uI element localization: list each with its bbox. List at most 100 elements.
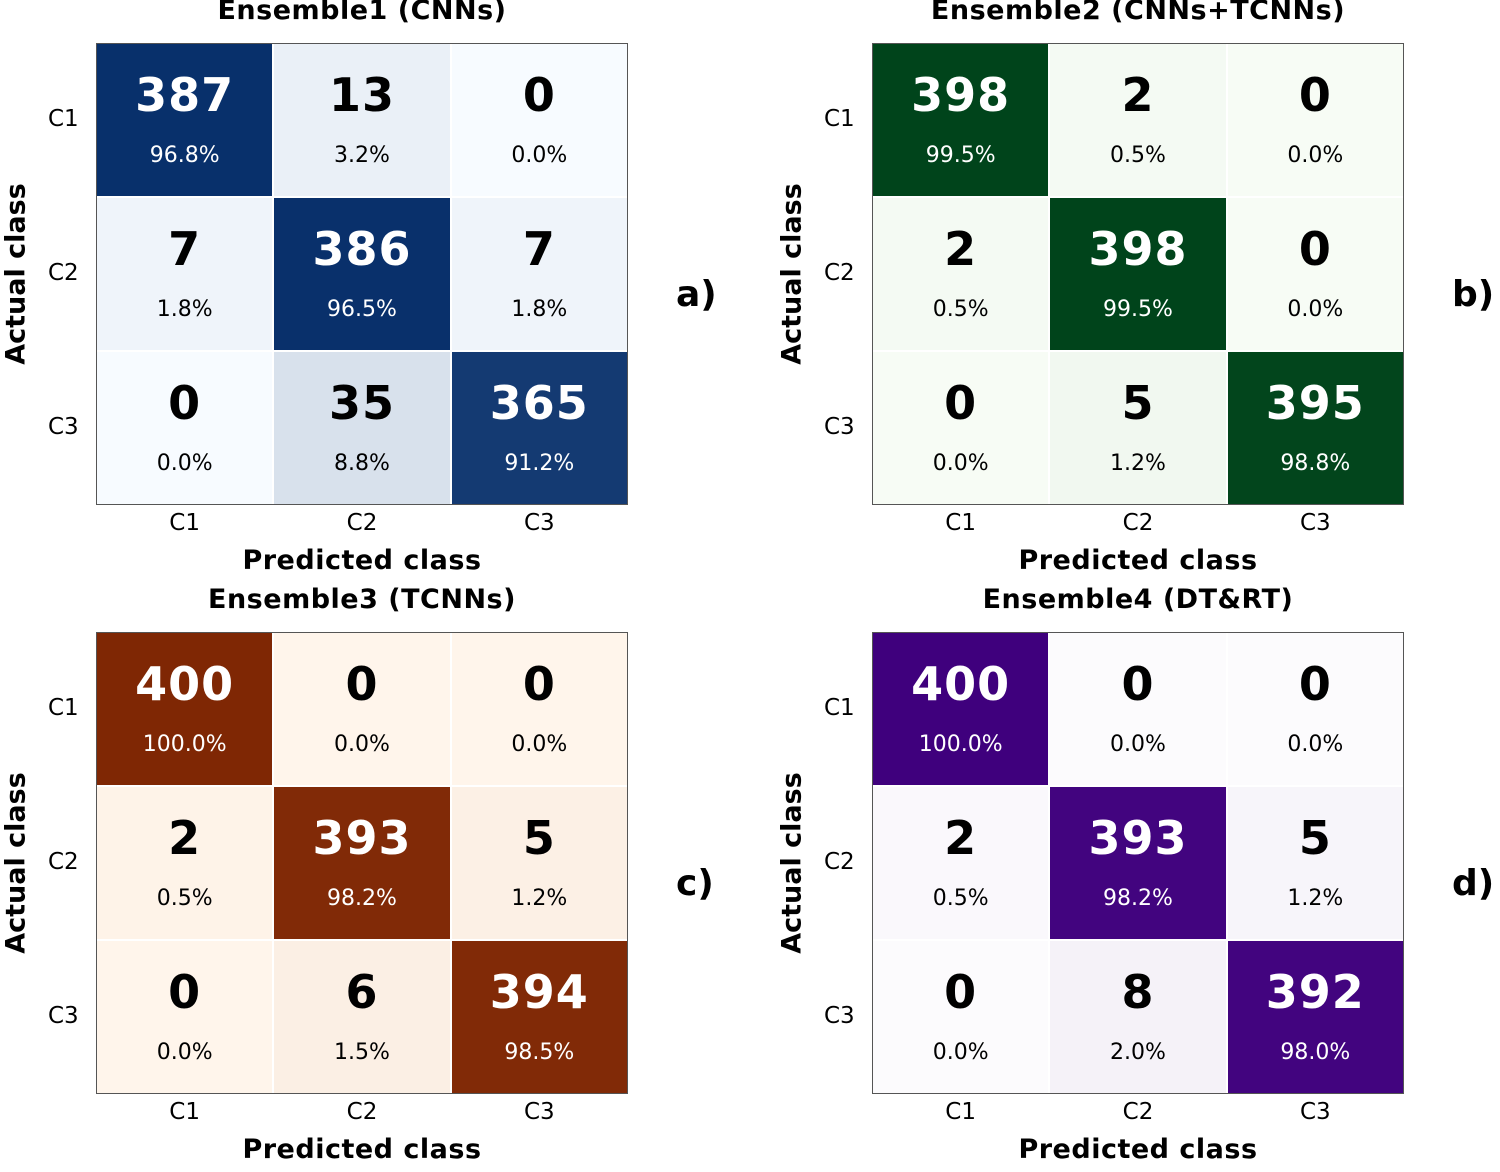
cell-percentage: 98.8% — [1280, 451, 1351, 476]
cell-percentage: 0.0% — [1287, 732, 1344, 757]
matrix-cell: 2 0.5% — [873, 787, 1051, 941]
cell-percentage: 0.0% — [932, 1040, 989, 1065]
x-tick-label: C2 — [346, 510, 378, 536]
cell-count: 392 — [1265, 965, 1365, 1019]
x-tick-label: C2 — [1122, 1099, 1154, 1125]
matrix-cell: 0 0.0% — [97, 352, 275, 504]
x-axis-label: Predicted class — [242, 545, 482, 576]
y-tick-label: C1 — [48, 695, 79, 721]
y-tick-label: C3 — [48, 1003, 79, 1029]
matrix-grid: 400 100.0% 0 0.0% 0 0.0% 2 0.5% 393 98.2% 5 1.2% 0 0.… — [872, 632, 1404, 1094]
cell-percentage: 91.2% — [504, 451, 575, 476]
cell-count: 387 — [135, 68, 235, 122]
matrix-cell: 398 99.5% — [1050, 198, 1228, 352]
panel-label: a) — [676, 274, 717, 315]
matrix-cell: 13 3.2% — [274, 44, 452, 198]
cell-count: 5 — [1121, 376, 1155, 430]
cell-percentage: 100.0% — [918, 732, 1003, 757]
cell-percentage: 0.0% — [1287, 143, 1344, 168]
x-axis-label: Predicted class — [1018, 545, 1258, 576]
matrix-grid: 387 96.8% 13 3.2% 0 0.0% 7 1.8% 386 96.5% 7 1.8% 0 0.… — [96, 43, 628, 505]
cell-count: 8 — [1121, 965, 1155, 1019]
cell-count: 5 — [522, 811, 556, 865]
chart-title: Ensemble1 (CNNs) — [217, 0, 507, 26]
y-tick-label: C1 — [824, 106, 855, 132]
cell-count: 6 — [345, 965, 379, 1019]
cell-percentage: 0.0% — [1110, 732, 1166, 757]
cell-count: 0 — [1121, 657, 1155, 711]
y-axis-label: Actual class — [776, 183, 808, 365]
cell-percentage: 1.8% — [156, 297, 213, 322]
matrix-grid: 400 100.0% 0 0.0% 0 0.0% 2 0.5% 393 98.2% 5 1.2% 0 0.… — [96, 632, 628, 1094]
y-tick-label: C2 — [824, 260, 855, 286]
matrix-cell: 2 0.5% — [97, 787, 275, 941]
cell-percentage: 0.0% — [511, 732, 568, 757]
cell-percentage: 96.5% — [327, 297, 397, 322]
cell-count: 398 — [1088, 222, 1188, 276]
cell-count: 400 — [135, 657, 235, 711]
y-tick-label: C2 — [48, 849, 79, 875]
confusion-matrix-panel: Ensemble1 (CNNs) 387 96.8% 13 3.2% 0 0.0% 7 1.8%… — [0, 0, 750, 583]
cell-percentage: 0.0% — [511, 143, 568, 168]
matrix-cell: 7 1.8% — [451, 198, 627, 352]
cell-count: 2 — [944, 811, 978, 865]
y-tick-label: C1 — [824, 695, 855, 721]
y-axis-label: Actual class — [0, 772, 32, 954]
confusion-matrix-panel: Ensemble2 (CNNs+TCNNs) 398 99.5% 2 0.5% 0 0.0%… — [776, 0, 1500, 583]
matrix-cell: 365 91.2% — [451, 352, 627, 504]
x-axis-label: Predicted class — [1018, 1134, 1258, 1165]
cell-count: 0 — [1298, 68, 1332, 122]
x-tick-label: C3 — [1299, 1099, 1331, 1125]
y-tick-label: C1 — [48, 106, 79, 132]
matrix-cell: 35 8.8% — [274, 352, 452, 504]
matrix-cell: 0 0.0% — [97, 941, 275, 1093]
cell-count: 0 — [168, 376, 202, 430]
cell-count: 393 — [1088, 811, 1188, 865]
y-tick-label: C2 — [824, 849, 855, 875]
matrix-cell: 0 0.0% — [451, 633, 627, 787]
cell-percentage: 0.5% — [1110, 143, 1166, 168]
cell-count: 0 — [944, 965, 978, 1019]
cell-percentage: 0.5% — [156, 886, 213, 911]
cell-percentage: 1.2% — [1287, 886, 1344, 911]
matrix-cell: 400 100.0% — [97, 633, 275, 787]
x-tick-label: C3 — [523, 510, 555, 536]
matrix-cell: 0 0.0% — [873, 352, 1051, 504]
cell-count: 0 — [522, 68, 556, 122]
cell-percentage: 0.5% — [932, 886, 989, 911]
matrix-cell: 0 0.0% — [1227, 44, 1403, 198]
cell-percentage: 96.8% — [149, 143, 220, 168]
matrix-cell: 387 96.8% — [97, 44, 275, 198]
x-tick-label: C1 — [169, 1099, 200, 1125]
cell-percentage: 0.0% — [932, 451, 989, 476]
cell-percentage: 1.2% — [1110, 451, 1166, 476]
cell-percentage: 1.8% — [511, 297, 568, 322]
cell-percentage: 98.2% — [1103, 886, 1173, 911]
cell-percentage: 0.0% — [156, 1040, 213, 1065]
panel-label: d) — [1452, 863, 1495, 904]
matrix-cell: 395 98.8% — [1227, 352, 1403, 504]
cell-percentage: 98.5% — [504, 1040, 575, 1065]
cell-count: 0 — [1298, 222, 1332, 276]
cell-count: 35 — [328, 376, 395, 430]
matrix-cell: 0 0.0% — [1050, 633, 1228, 787]
cell-percentage: 98.2% — [327, 886, 397, 911]
matrix-cell: 2 0.5% — [873, 198, 1051, 352]
cell-percentage: 0.0% — [1287, 297, 1344, 322]
cell-count: 13 — [328, 68, 395, 122]
cell-count: 2 — [1121, 68, 1155, 122]
cell-count: 2 — [168, 811, 202, 865]
x-tick-label: C3 — [1299, 510, 1331, 536]
matrix-cell: 0 0.0% — [1227, 633, 1403, 787]
cell-percentage: 99.5% — [1103, 297, 1173, 322]
matrix-cell: 0 0.0% — [274, 633, 452, 787]
matrix-cell: 5 1.2% — [1050, 352, 1228, 504]
matrix-cell: 7 1.8% — [97, 198, 275, 352]
cell-percentage: 0.0% — [334, 732, 390, 757]
cell-count: 5 — [1298, 811, 1332, 865]
cell-percentage: 0.0% — [156, 451, 213, 476]
chart-title: Ensemble3 (TCNNs) — [208, 584, 516, 615]
confusion-matrix-panel: Ensemble3 (TCNNs) 400 100.0% 0 0.0% 0 0.0% 2 0.5… — [0, 584, 750, 1172]
cell-percentage: 2.0% — [1110, 1040, 1166, 1065]
matrix-cell: 386 96.5% — [274, 198, 452, 352]
